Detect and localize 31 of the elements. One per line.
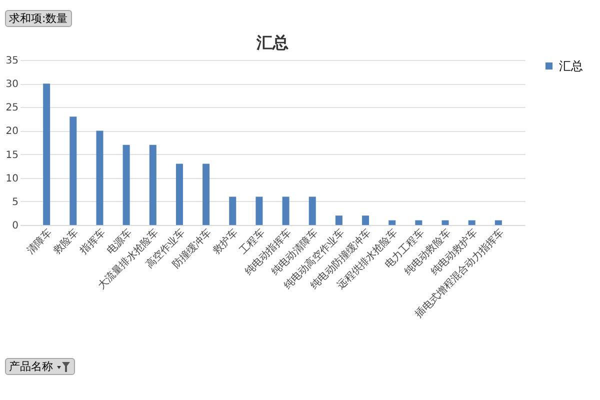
y-tick-label: 15 xyxy=(6,150,18,161)
bar xyxy=(362,216,370,225)
bar xyxy=(442,220,449,225)
y-tick-label: 10 xyxy=(6,173,18,184)
bar xyxy=(256,196,263,225)
y-tick-label: 0 xyxy=(12,220,18,232)
y-tick-label: 5 xyxy=(12,196,18,208)
bar xyxy=(43,84,50,225)
y-tick-label: 30 xyxy=(6,79,18,90)
bar xyxy=(122,144,130,225)
bar xyxy=(96,130,104,225)
x-tick-label: 救护车 xyxy=(210,226,240,258)
legend-label: 汇总 xyxy=(559,59,583,73)
y-tick-label: 35 xyxy=(6,56,18,66)
chart-title: 汇总 xyxy=(256,33,288,52)
bar xyxy=(229,196,236,225)
bar xyxy=(415,220,422,225)
bar xyxy=(308,196,316,225)
bar xyxy=(282,196,290,225)
bar xyxy=(388,220,396,225)
bar xyxy=(176,164,183,225)
bar xyxy=(335,216,342,225)
bar xyxy=(202,164,210,225)
text: 求和项:数量 xyxy=(9,11,68,26)
bar xyxy=(70,116,77,225)
text: 产品名称 xyxy=(9,359,53,374)
bar xyxy=(468,220,476,225)
y-tick-label: 25 xyxy=(6,102,18,114)
bar xyxy=(494,220,502,225)
y-tick-label: 20 xyxy=(6,126,18,138)
bar xyxy=(149,144,156,225)
